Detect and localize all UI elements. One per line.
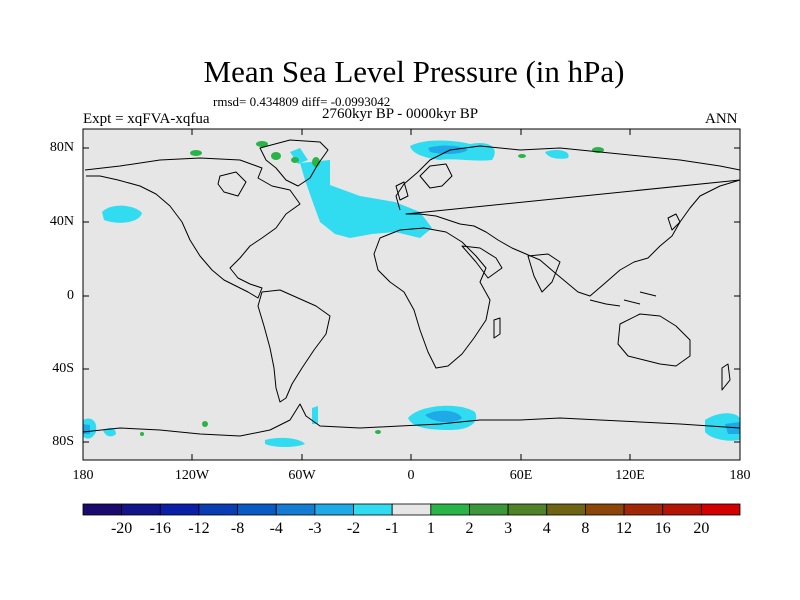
colorbar-label: 20 bbox=[693, 520, 710, 537]
lat-label-40s: 40S bbox=[52, 361, 74, 376]
anomaly-north-pacific bbox=[102, 205, 142, 223]
anomaly-greenland-sea bbox=[290, 148, 308, 164]
colorbar bbox=[82, 503, 741, 516]
colorbar-label: -8 bbox=[230, 520, 245, 537]
colorbar-label: 4 bbox=[542, 520, 551, 537]
coast-greenland bbox=[259, 139, 329, 187]
coast-japan bbox=[667, 213, 681, 231]
map-panel bbox=[83, 129, 740, 460]
colorbar-label: -16 bbox=[149, 520, 171, 537]
coast-eurasia bbox=[395, 145, 741, 297]
colorbar-swatch bbox=[662, 503, 702, 516]
lon-label-0: 0 bbox=[407, 468, 415, 483]
colorbar-swatch bbox=[507, 503, 548, 516]
positive-anomaly-spots bbox=[140, 141, 724, 436]
colorbar-swatch bbox=[275, 503, 316, 516]
coast-hudson-bay bbox=[217, 171, 247, 197]
map-border bbox=[82, 128, 741, 461]
coast-madagascar bbox=[493, 317, 501, 339]
coast-africa bbox=[373, 227, 491, 369]
colorbar-label: 3 bbox=[504, 520, 513, 537]
colorbar-swatch bbox=[82, 503, 123, 516]
colorbar-swatch bbox=[585, 503, 625, 516]
colorbar-label: 2 bbox=[465, 520, 474, 537]
coast-australia bbox=[617, 313, 691, 367]
coast-south-america bbox=[257, 289, 331, 403]
coast-north-america bbox=[84, 157, 301, 299]
coast-british-isles bbox=[395, 181, 409, 201]
lat-label-80s: 80S bbox=[52, 434, 74, 449]
coast-scandinavia bbox=[419, 163, 453, 189]
coast-indonesia bbox=[589, 291, 657, 307]
lon-label-180-east: 180 bbox=[729, 468, 751, 483]
colorbar-swatch bbox=[546, 503, 586, 516]
experiment-label: Expt = xqFVA-xqfua bbox=[83, 111, 210, 127]
time-period: 2760kyr BP - 0000kyr BP bbox=[322, 106, 479, 122]
season-label: ANN bbox=[705, 111, 738, 127]
lon-label-120e: 120E bbox=[615, 468, 645, 483]
anomaly-north-atlantic bbox=[300, 160, 432, 238]
colorbar-label: -12 bbox=[188, 520, 210, 537]
colorbar-swatch bbox=[121, 503, 161, 516]
map-title: Mean Sea Level Pressure (in hPa) bbox=[203, 54, 625, 89]
lon-label-180-west: 180 bbox=[72, 468, 94, 483]
lon-label-60w: 60W bbox=[288, 468, 316, 483]
lon-label-120w: 120W bbox=[174, 468, 210, 483]
anomaly-arctic-europe-core bbox=[428, 145, 468, 155]
colorbar-label: -3 bbox=[308, 520, 322, 537]
colorbar-swatch bbox=[314, 503, 354, 516]
colorbar-swatch bbox=[237, 503, 277, 516]
colorbar-label: -1 bbox=[385, 520, 399, 537]
colorbar-swatch bbox=[159, 503, 200, 516]
colorbar-label: 1 bbox=[426, 520, 435, 537]
colorbar-label: -4 bbox=[269, 520, 283, 537]
coast-new-zealand bbox=[721, 363, 731, 391]
colorbar-label: 16 bbox=[654, 520, 671, 537]
axis-ticks bbox=[83, 129, 740, 460]
colorbar-label: -20 bbox=[110, 520, 133, 537]
lat-label-0: 0 bbox=[67, 288, 74, 303]
colorbar-swatch bbox=[469, 503, 509, 516]
coast-antarctica bbox=[82, 403, 741, 437]
anomaly-southern-atlantic-core bbox=[425, 410, 462, 423]
colorbar-swatch bbox=[623, 503, 664, 516]
lat-label-40n: 40N bbox=[49, 214, 74, 229]
colorbar-label: 8 bbox=[581, 520, 590, 537]
lat-label-80n: 80N bbox=[49, 140, 74, 155]
colorbar-label: 12 bbox=[616, 520, 633, 537]
colorbar-label: -2 bbox=[346, 520, 361, 537]
rmsd-diff-stats: rmsd= 0.434809 diff= -0.0993042 bbox=[213, 94, 391, 109]
coastlines bbox=[82, 139, 741, 437]
anomaly-weddell-sea bbox=[265, 437, 305, 447]
coast-india bbox=[527, 253, 561, 293]
colorbar-swatch bbox=[353, 503, 393, 516]
coast-arabia bbox=[461, 245, 503, 279]
colorbar-swatch bbox=[430, 503, 470, 516]
colorbar-swatch bbox=[198, 503, 238, 516]
colorbar-swatch bbox=[391, 503, 432, 516]
colorbar-swatch bbox=[700, 503, 741, 516]
lon-label-60e: 60E bbox=[509, 468, 533, 483]
anomaly-shading bbox=[83, 140, 740, 447]
anomaly-arctic-siberia bbox=[545, 150, 569, 159]
